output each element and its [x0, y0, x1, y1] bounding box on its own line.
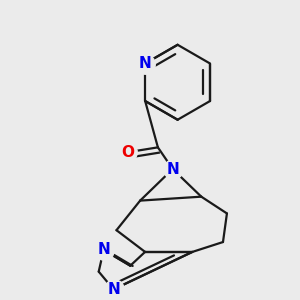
Text: N: N: [97, 242, 110, 257]
Text: N: N: [139, 56, 152, 71]
Text: N: N: [107, 282, 120, 297]
Text: O: O: [121, 145, 134, 160]
Text: N: N: [166, 162, 179, 177]
